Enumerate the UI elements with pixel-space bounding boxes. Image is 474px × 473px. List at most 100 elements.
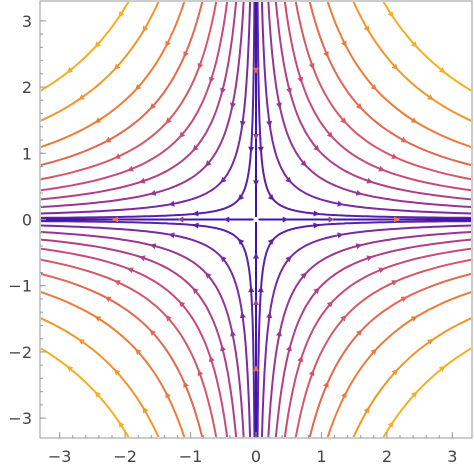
- stream-arrow: [282, 216, 289, 223]
- stream-arrow: [197, 369, 204, 377]
- stream-arrow: [149, 189, 157, 196]
- x-tick-label: −2: [113, 447, 137, 466]
- stream-arrow: [138, 177, 146, 184]
- stream-arrow: [183, 381, 189, 388]
- y-tick-label: −1: [8, 277, 32, 296]
- stream-arrow: [142, 25, 149, 33]
- x-tick-label: −3: [48, 447, 72, 466]
- stream-arrow: [178, 300, 186, 308]
- stream-arrow: [276, 102, 282, 109]
- stream-arrow: [94, 316, 102, 322]
- stream-arrow: [391, 153, 398, 159]
- streamline: [256, 220, 471, 437]
- stream-arrow: [337, 232, 344, 239]
- stream-arrow: [400, 136, 408, 143]
- streamline: [260, 2, 471, 215]
- stream-arrow: [267, 238, 275, 245]
- stream-arrow: [370, 348, 377, 355]
- stream-arrow: [387, 421, 394, 428]
- streamline: [41, 347, 130, 437]
- stream-arrow: [192, 287, 199, 295]
- stream-arrow: [394, 216, 400, 223]
- stream-arrow: [308, 369, 315, 377]
- stream-arrow: [135, 84, 142, 91]
- streamline: [267, 2, 471, 208]
- stream-arrow: [313, 287, 320, 295]
- stream-arrow: [328, 216, 335, 223]
- stream-arrow: [410, 117, 418, 123]
- streamline: [41, 291, 186, 437]
- stream-arrow: [411, 391, 418, 398]
- streamline: [41, 2, 229, 192]
- streamlines: [41, 2, 471, 437]
- stream-arrow: [135, 348, 142, 355]
- streamline: [41, 2, 252, 215]
- stream-arrow: [266, 311, 273, 319]
- stream-arrow: [66, 67, 74, 74]
- stream-arrow: [104, 296, 112, 303]
- stream-arrow: [286, 87, 292, 95]
- stream-arrow: [237, 194, 245, 201]
- stream-arrow: [253, 180, 259, 187]
- x-tick-label: 1: [316, 447, 326, 466]
- stream-arrow: [313, 222, 320, 229]
- stream-arrow: [266, 120, 273, 128]
- stream-arrow: [300, 272, 307, 279]
- streamline: [326, 2, 471, 148]
- stream-arrow: [276, 330, 282, 337]
- stream-arrow: [248, 146, 255, 153]
- stream-arrow: [253, 365, 259, 372]
- stream-arrow: [149, 329, 156, 336]
- stream-arrow: [341, 391, 347, 399]
- stream-arrow: [142, 406, 149, 414]
- stream-arrow: [378, 165, 385, 172]
- stream-arrow: [297, 355, 304, 363]
- streamline: [308, 2, 471, 167]
- streamline: [260, 224, 471, 437]
- stream-arrow: [253, 67, 259, 74]
- streamline: [41, 247, 229, 437]
- streamline: [41, 2, 130, 92]
- stream-arrow: [438, 67, 446, 74]
- stream-arrow: [66, 365, 74, 372]
- stream-arrow: [149, 243, 157, 250]
- stream-arrow: [168, 200, 175, 207]
- streamline: [41, 2, 186, 148]
- stream-arrow: [253, 134, 259, 141]
- stream-arrow: [366, 255, 374, 262]
- stream-arrow: [267, 194, 275, 201]
- stream-arrow: [114, 63, 121, 70]
- stream-arrow: [326, 300, 334, 308]
- stream-arrow: [94, 41, 101, 48]
- stream-arrow: [165, 40, 171, 48]
- streamline: [283, 247, 471, 437]
- stream-arrow: [104, 136, 112, 143]
- x-tick-label: −1: [179, 447, 203, 466]
- stream-arrow: [340, 117, 347, 124]
- stream-arrow: [297, 76, 304, 84]
- stream-arrow: [127, 165, 134, 172]
- stream-arrow: [400, 296, 408, 303]
- stream-arrow: [387, 11, 394, 18]
- stream-arrow: [165, 117, 172, 124]
- stream-arrow: [356, 329, 363, 336]
- stream-arrow: [248, 286, 255, 293]
- stream-arrow: [285, 255, 292, 263]
- stream-arrow: [127, 267, 134, 274]
- stream-arrow: [253, 252, 259, 259]
- stream-arrow: [165, 391, 171, 399]
- streamline: [294, 258, 471, 437]
- y-tick-label: 3: [22, 12, 32, 31]
- stream-arrow: [410, 316, 418, 322]
- streamline: [256, 2, 471, 219]
- stream-arrow: [323, 381, 329, 388]
- stream-arrow: [237, 238, 245, 245]
- stream-arrow: [223, 216, 230, 223]
- stream-arrow: [94, 391, 101, 398]
- stream-arrow: [355, 189, 363, 196]
- stream-arrow: [220, 87, 226, 95]
- stream-arrow: [192, 210, 199, 217]
- stream-arrow: [438, 365, 446, 372]
- stream-arrow: [165, 315, 172, 322]
